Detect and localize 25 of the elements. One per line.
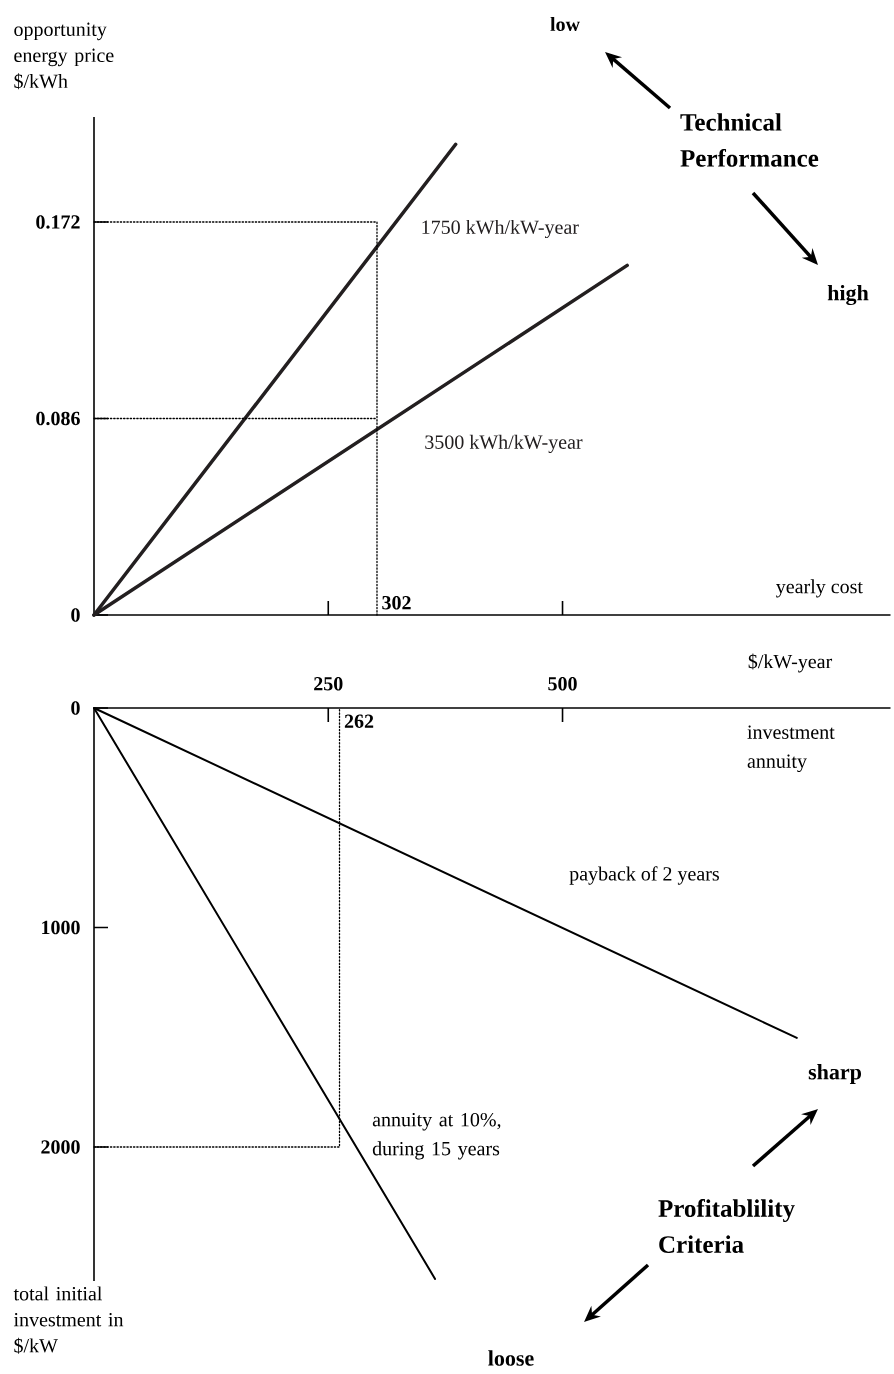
- y-tick-label: 0: [71, 701, 80, 715]
- annotation: high: [827, 284, 869, 306]
- y-tick-label: 0.172: [36, 215, 80, 229]
- y-tick-label: 0.086: [36, 411, 80, 426]
- y-tick-label: 1000: [42, 920, 80, 935]
- annotation: 302: [382, 595, 411, 610]
- y-axis-title: total initial investment in $/kW: [13, 1286, 124, 1354]
- series-label: annuity at 10%, during 15 years: [372, 1112, 501, 1160]
- series-label: 1750 kWh/kW-year: [422, 219, 579, 239]
- annotation: 262: [344, 714, 374, 728]
- y-tick-label: 0: [71, 608, 80, 622]
- x-axis-title: yearly cost: [776, 579, 863, 598]
- y-tick-label: 2000: [41, 1140, 80, 1154]
- text: $/kW-year: [748, 653, 833, 673]
- annotation: sharp: [808, 1064, 862, 1084]
- y-axis-title: opportunity energy price $/kWh: [14, 22, 114, 90]
- annotation: Technical Performance: [680, 113, 819, 167]
- series-label: 3500 kWh/kW-year: [425, 434, 583, 453]
- text: payback of 2 years: [569, 866, 719, 885]
- x-axis-title: investment annuity: [747, 725, 835, 773]
- x-tick-label: 500: [548, 676, 577, 691]
- x-tick-label: 250: [314, 676, 343, 691]
- text: low: [550, 16, 580, 32]
- text: loose: [488, 1350, 534, 1366]
- annotation: Profitablility Criteria: [658, 1199, 795, 1253]
